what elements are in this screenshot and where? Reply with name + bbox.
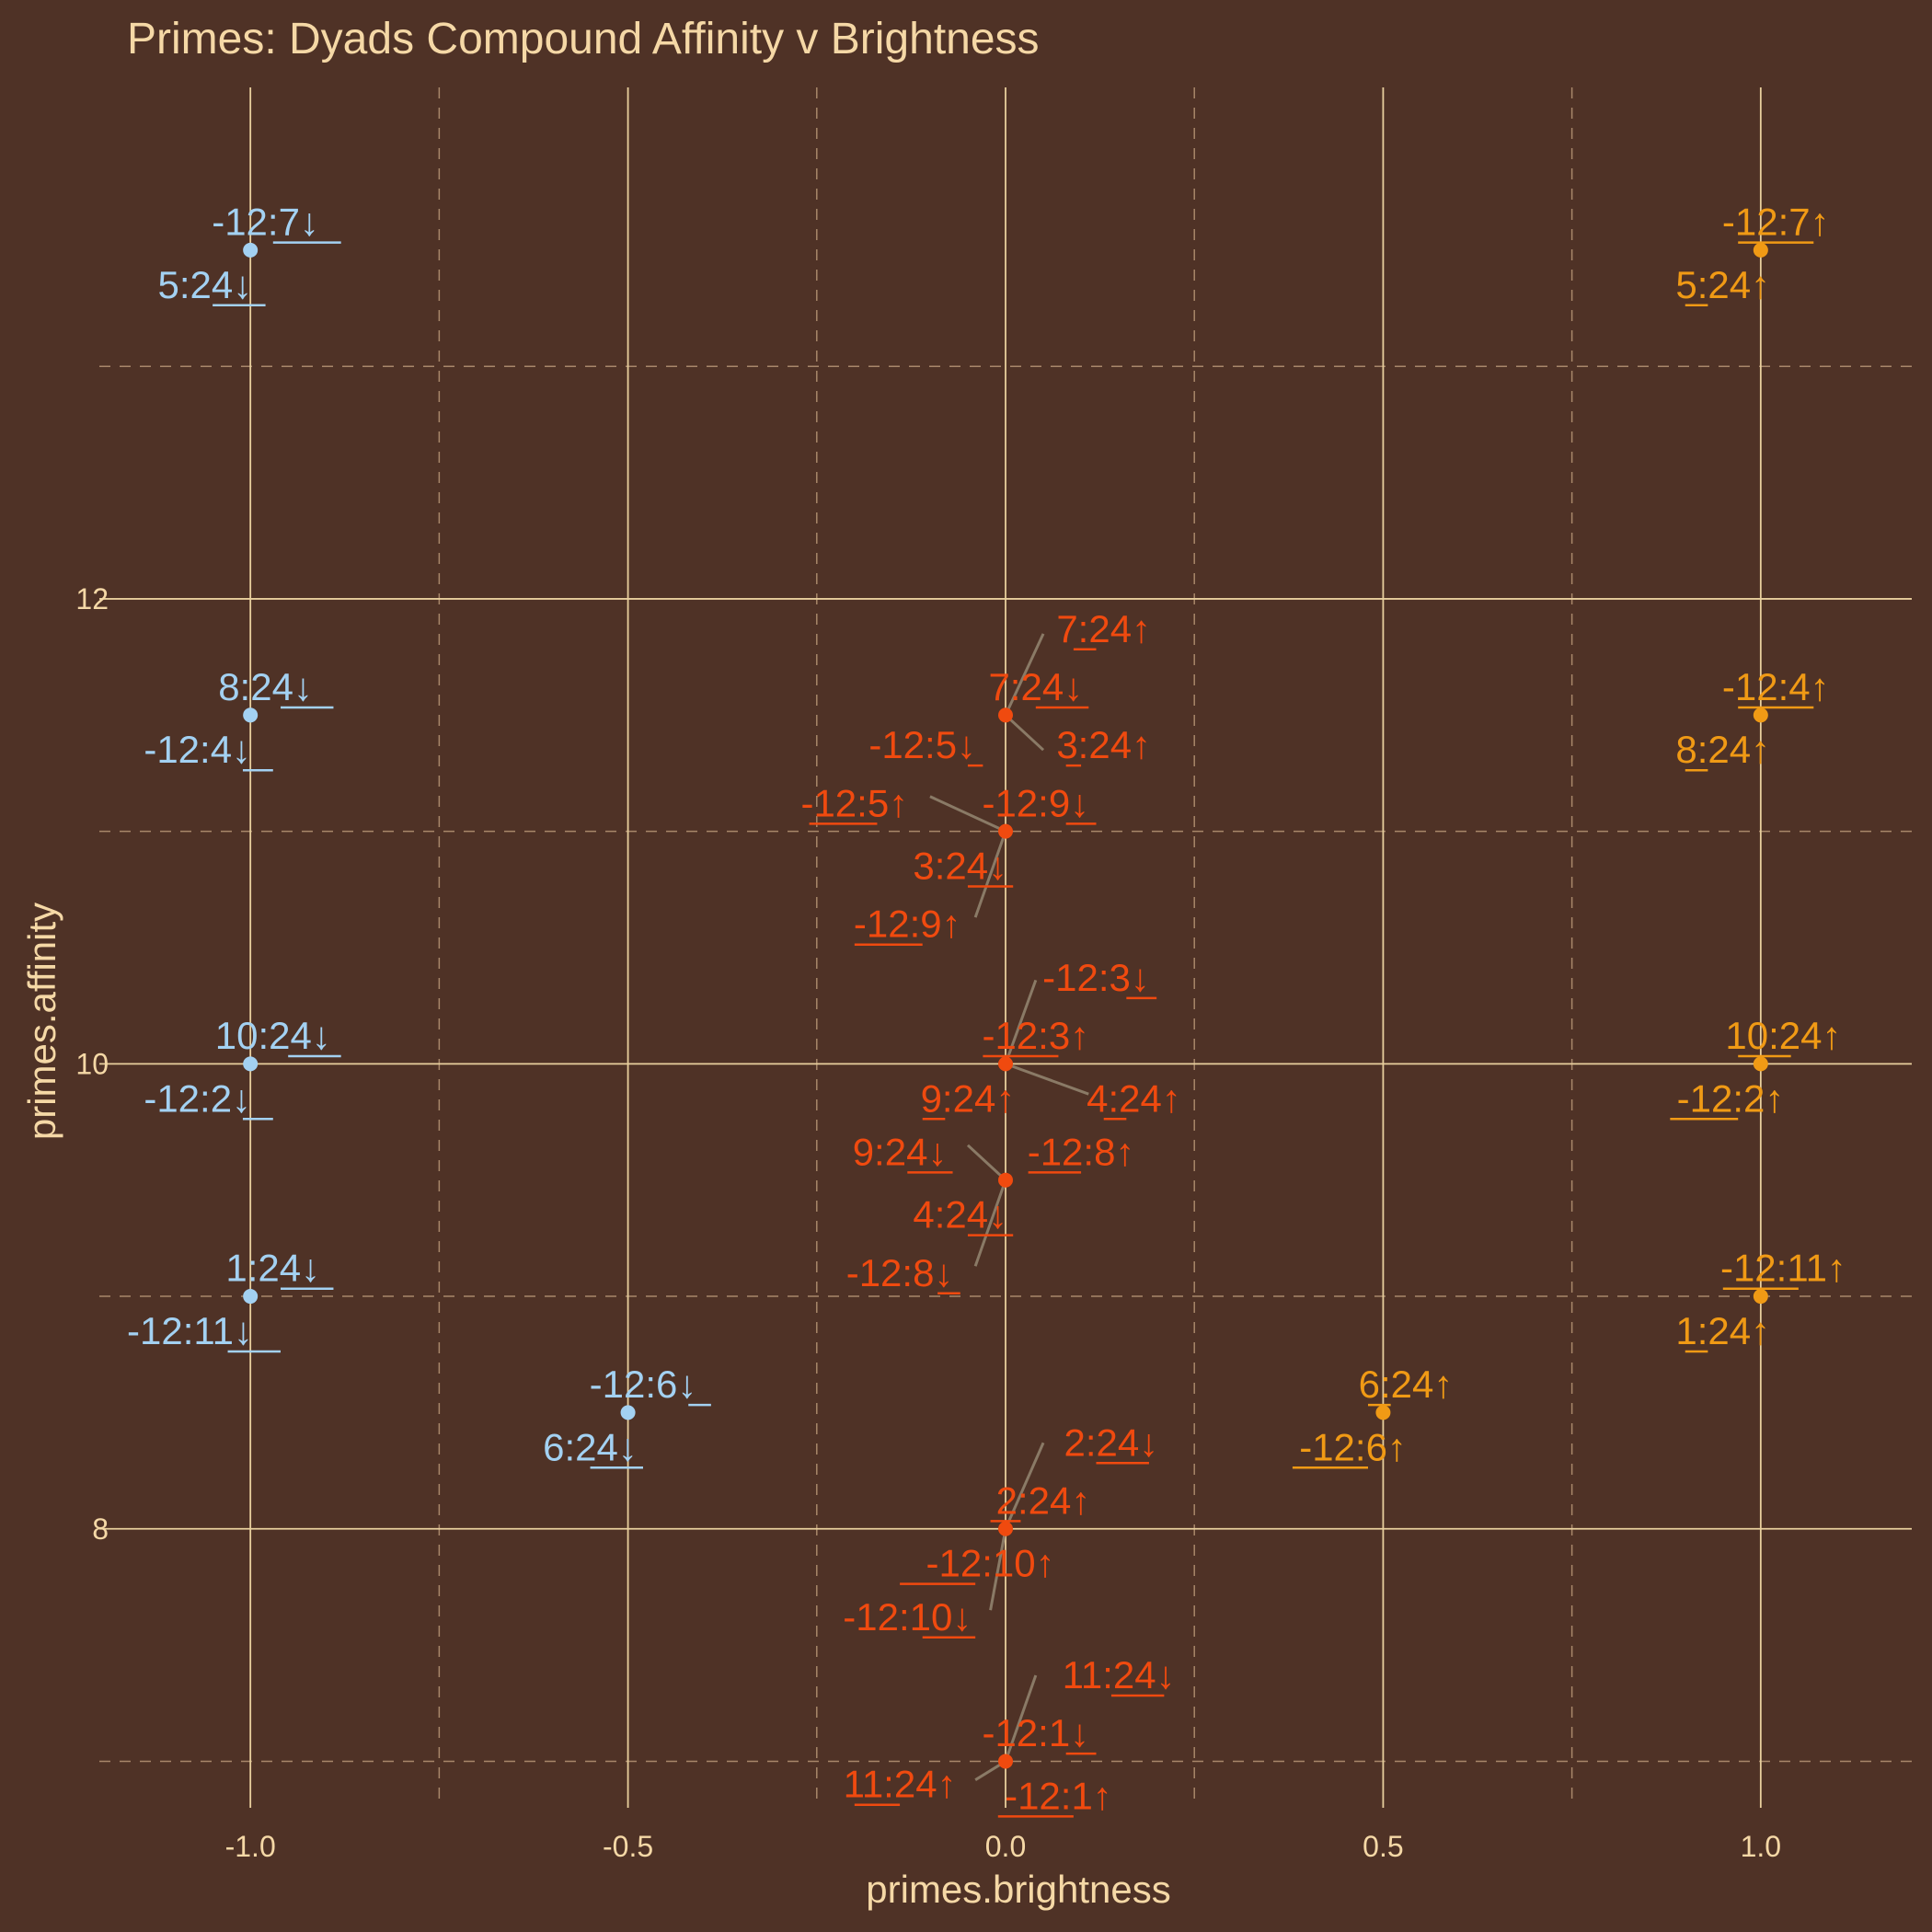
point-label: 10:24↑ bbox=[1725, 1014, 1841, 1057]
leader-line bbox=[966, 1144, 1007, 1181]
point-label: -12:8↑ bbox=[1028, 1130, 1135, 1173]
point-label: 5:24↓ bbox=[158, 263, 253, 306]
x-tick-label: -1.0 bbox=[225, 1830, 276, 1863]
point-label: 3:24↓ bbox=[913, 845, 1007, 888]
point-label: 9:24↓ bbox=[853, 1130, 948, 1173]
data-point bbox=[998, 1172, 1013, 1188]
point-label: 4:24↓ bbox=[913, 1193, 1007, 1236]
leader-line bbox=[1004, 714, 1045, 752]
point-label: 8:24↓ bbox=[218, 665, 313, 708]
point-label: 11:24↓ bbox=[1063, 1653, 1176, 1696]
point-label: 2:24↑ bbox=[996, 1478, 1091, 1522]
point-label: -12:4↓ bbox=[144, 728, 251, 771]
leader-line bbox=[1004, 1442, 1045, 1530]
point-labels: -12:7↓ 5:24↓ 8:24↓ -12:4↓ 10:24↓ -12:2↓ 1:24↓ -… bbox=[127, 201, 1846, 1818]
data-point bbox=[1753, 707, 1768, 723]
point-label: -12:5↓ bbox=[868, 723, 976, 766]
leader-line bbox=[1004, 1674, 1038, 1762]
point-label: -12:5↑ bbox=[800, 781, 908, 824]
y-axis-label: primes.affinity bbox=[20, 903, 63, 1140]
point-label: -12:2↓ bbox=[144, 1076, 251, 1120]
point-label: -12:3↓ bbox=[1042, 956, 1150, 999]
chart-title: Primes: Dyads Compound Affinity v Bright… bbox=[127, 15, 1040, 63]
point-label: -12:1↑ bbox=[1005, 1774, 1112, 1817]
x-tick-label: 1.0 bbox=[1741, 1830, 1781, 1863]
point-label: -12:6↑ bbox=[1299, 1425, 1407, 1468]
point-label: -12:10↓ bbox=[843, 1595, 972, 1639]
x-tick-label: -0.5 bbox=[603, 1830, 653, 1863]
point-label: 8:24↑ bbox=[1675, 728, 1770, 771]
point-label: 10:24↓ bbox=[215, 1014, 331, 1057]
leader-line bbox=[929, 795, 1006, 834]
point-label: 4:24↑ bbox=[1087, 1076, 1181, 1120]
data-point bbox=[998, 823, 1013, 839]
y-tick-label: 10 bbox=[75, 1047, 109, 1080]
data-point bbox=[243, 1056, 259, 1072]
data-point bbox=[998, 707, 1013, 723]
leader-line bbox=[1005, 1062, 1089, 1096]
leader-line bbox=[989, 1528, 1007, 1611]
x-tick-label: 0.5 bbox=[1363, 1830, 1403, 1863]
leader-line bbox=[973, 1179, 1007, 1267]
point-label: -12:9↓ bbox=[982, 781, 1089, 824]
data-point bbox=[998, 1056, 1013, 1072]
leader-line bbox=[973, 831, 1007, 918]
point-label: 7:24↑ bbox=[1056, 607, 1151, 650]
point-label: 2:24↓ bbox=[1064, 1420, 1159, 1464]
data-point bbox=[1375, 1405, 1391, 1420]
data-point bbox=[243, 707, 259, 723]
data-point bbox=[243, 242, 259, 258]
point-label: -12:7↑ bbox=[1722, 201, 1830, 244]
point-label: -12:11↓ bbox=[127, 1309, 253, 1352]
y-tick-label: 8 bbox=[92, 1512, 109, 1546]
point-label: 6:24↓ bbox=[543, 1425, 638, 1468]
point-label: 3:24↑ bbox=[1056, 723, 1151, 766]
point-label: 1:24↑ bbox=[1675, 1309, 1770, 1352]
point-label: 7:24↓ bbox=[988, 665, 1083, 708]
point-label: 6:24↑ bbox=[1359, 1363, 1454, 1406]
point-label: -12:8↓ bbox=[846, 1251, 954, 1294]
point-label: -12:10↑ bbox=[926, 1542, 1055, 1585]
leader-line bbox=[1004, 633, 1045, 716]
y-tick-label: 12 bbox=[75, 582, 109, 615]
x-axis-label: primes.brightness bbox=[866, 1868, 1170, 1911]
data-point bbox=[243, 1289, 259, 1305]
point-label: -12:6↓ bbox=[590, 1363, 697, 1406]
leader-lines bbox=[929, 633, 1089, 1781]
data-point bbox=[620, 1405, 636, 1420]
point-label: -12:9↑ bbox=[854, 903, 961, 946]
point-label: -12:4↑ bbox=[1722, 665, 1830, 708]
points bbox=[243, 242, 1768, 1769]
data-point bbox=[998, 1521, 1013, 1536]
ticks: -1.0 -0.5 0.0 0.5 1.0 8 10 12 bbox=[75, 582, 1781, 1863]
data-point bbox=[998, 1754, 1013, 1769]
point-label: 9:24↑ bbox=[921, 1076, 1016, 1120]
point-label: -12:3↑ bbox=[982, 1014, 1089, 1057]
point-label: 1:24↓ bbox=[225, 1247, 320, 1290]
point-label: -12:11↑ bbox=[1720, 1247, 1846, 1290]
point-label: -12:7↓ bbox=[212, 201, 319, 244]
data-point bbox=[1753, 1056, 1768, 1072]
data-point bbox=[1753, 242, 1768, 258]
x-tick-label: 0.0 bbox=[985, 1830, 1026, 1863]
point-label: -12:1↓ bbox=[982, 1711, 1089, 1754]
leader-line bbox=[1004, 979, 1038, 1064]
point-label: 11:24↑ bbox=[844, 1763, 957, 1806]
point-label: 5:24↑ bbox=[1675, 263, 1770, 306]
data-point bbox=[1753, 1289, 1768, 1305]
point-label: -12:2↑ bbox=[1677, 1076, 1785, 1120]
